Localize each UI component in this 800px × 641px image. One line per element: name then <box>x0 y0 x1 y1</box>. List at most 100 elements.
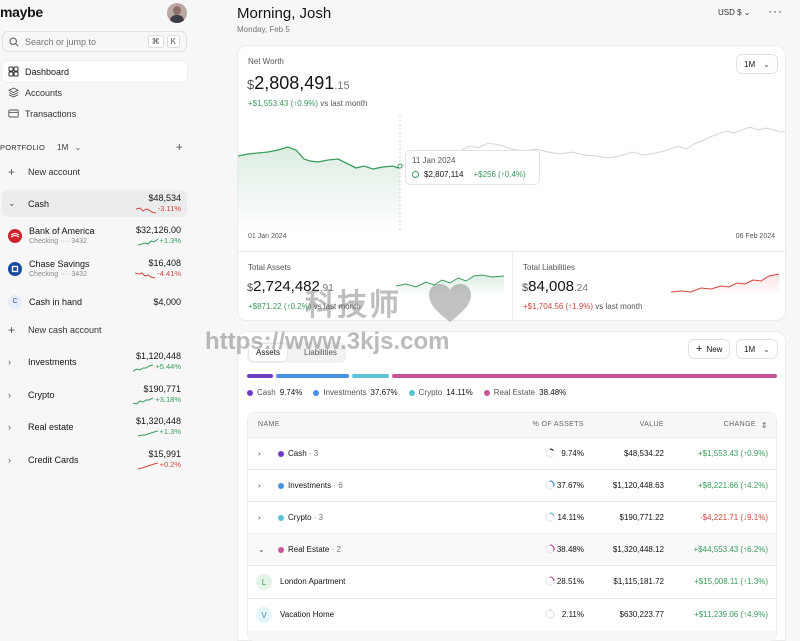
chart-start-date: 01 Jan 2024 <box>248 233 287 240</box>
sparkline <box>133 364 154 371</box>
nav-transactions-label: Transactions <box>25 108 77 119</box>
allocation-segment-cash <box>247 374 273 378</box>
chevron-right-icon[interactable]: › <box>258 481 261 490</box>
chevron-down-icon[interactable]: ⌄ <box>74 142 82 152</box>
assets-period-select[interactable]: 1M ⌄ <box>736 339 778 359</box>
account-row-cash-in-hand[interactable]: C Cash in hand $4,000 <box>2 288 187 315</box>
asset-tabs: Assets Liabilities <box>247 342 346 363</box>
app-logo[interactable]: maybe <box>0 4 43 20</box>
group-change: +5.44% <box>155 362 181 372</box>
allocation-legend: Cash 9.74% Investments 37.67% Crypto 14.11%… <box>247 388 566 397</box>
bank-of-america-logo-icon <box>8 228 22 243</box>
more-options-icon[interactable]: ··· <box>768 4 783 18</box>
nav-dashboard[interactable]: Dashboard <box>2 61 187 82</box>
sidebar-group-credit-cards[interactable]: › Credit Cards $15,991 +0.2% <box>2 446 187 473</box>
chevron-down-icon[interactable]: ⌄ <box>258 545 265 554</box>
sparkline <box>137 238 158 245</box>
nav-accounts[interactable]: Accounts <box>2 82 187 103</box>
percentage-ring-icon <box>545 609 555 619</box>
group-name: Real estate <box>28 421 74 432</box>
account-name: Chase Savings <box>29 259 90 269</box>
shortcut-key-cmd: ⌘ <box>147 35 164 48</box>
sidebar-group-investments[interactable]: › Investments $1,120,448 +5.44% <box>2 348 187 375</box>
sidebar-group-cash[interactable]: ⌄ Cash $48,534 -3.11% <box>2 190 187 217</box>
shortcut-key-k: K <box>166 35 180 48</box>
percentage-ring-icon <box>545 480 555 490</box>
group-amount: $1,320,448 +1.3% <box>136 416 181 436</box>
legend-item-crypto: Crypto 14.11% <box>408 388 473 397</box>
search-icon <box>9 36 19 47</box>
nav-dashboard-label: Dashboard <box>25 66 70 77</box>
new-account-button[interactable]: + New account <box>2 162 187 182</box>
chevron-right-icon: › <box>8 454 11 465</box>
total-assets-value: $2,724,482.91 <box>247 278 334 295</box>
sidebar: maybe ⌘ K Dashboard Accounts Transaction… <box>0 0 196 641</box>
tab-liabilities[interactable]: Liabilities <box>304 348 337 357</box>
net-worth-value: $2,808,491.15 <box>247 73 350 93</box>
allocation-segment-real-estate <box>392 374 777 378</box>
percentage-ring-icon <box>545 544 555 554</box>
group-change: +3.18% <box>155 395 181 405</box>
portfolio-label: PORTFOLIO <box>0 142 46 152</box>
col-change[interactable]: CHANGE <box>723 421 756 428</box>
tooltip-date: 11 Jan 2024 <box>412 156 456 165</box>
tab-assets[interactable]: Assets <box>249 344 288 361</box>
new-cash-account-label: New cash account <box>28 325 102 335</box>
portfolio-period-select[interactable]: 1M <box>57 142 69 152</box>
account-subtitle: Checking ···· 3432 <box>29 238 87 245</box>
group-name: Crypto <box>28 389 55 400</box>
account-value: $4,000 <box>153 296 181 307</box>
col-value[interactable]: VALUE <box>639 421 664 428</box>
table-subrow[interactable]: V Vacation Home 2.11% $630,223.77 +$11,2… <box>248 598 776 631</box>
group-name: Credit Cards <box>28 454 79 465</box>
group-amount: $1,120,448 +5.44% <box>133 351 181 371</box>
plus-icon: + <box>8 323 16 337</box>
sidebar-group-real-estate[interactable]: › Real estate $1,320,448 +1.3% <box>2 413 187 440</box>
percentage-ring-icon <box>545 448 555 458</box>
net-worth-card: Net Worth $2,808,491.15 +$1,553.43 (↑0.9… <box>237 45 786 321</box>
currency-selector[interactable]: USD $ ⌄ <box>718 8 751 17</box>
tooltip-value: $2,807,114 <box>424 170 464 179</box>
sparkline <box>133 397 154 405</box>
add-icon[interactable]: + <box>175 140 183 154</box>
percentage-ring-icon <box>545 576 555 586</box>
london-apartment-avatar: L <box>256 574 272 590</box>
group-value: $1,320,448 <box>135 416 181 427</box>
chevron-right-icon[interactable]: › <box>258 449 261 458</box>
account-row-bank-of-america[interactable]: Bank of America Checking ···· 3432 $32,12… <box>2 222 187 249</box>
search-input[interactable] <box>25 36 145 47</box>
account-value: $16,408 <box>148 258 181 269</box>
chevron-right-icon: › <box>8 356 11 367</box>
nav-transactions[interactable]: Transactions <box>2 103 187 124</box>
new-account-label: New account <box>28 167 81 177</box>
chevron-down-icon: ⌄ <box>8 198 16 208</box>
total-assets-change: +$871.22 (↑0.2%) vs last month <box>248 302 361 311</box>
chevron-right-icon[interactable]: › <box>258 513 261 522</box>
table-row[interactable]: › Investments · 6 37.67% $1,120,448.63 +… <box>248 469 776 501</box>
col-name[interactable]: NAME <box>258 421 280 428</box>
allocation-bar <box>247 374 777 378</box>
sidebar-group-crypto[interactable]: › Crypto $190,771 +3.18% <box>2 381 187 408</box>
table-row[interactable]: › Crypto · 3 14.11% $190,771.22 -$4,221.… <box>248 501 776 533</box>
plus-icon: + <box>696 343 703 355</box>
legend-item-investments: Investments 37.67% <box>313 388 398 397</box>
net-worth-label: Net Worth <box>248 57 284 66</box>
table-row[interactable]: ⌄ Real Estate · 2 38.48% $1,320,448.12 +… <box>248 533 776 565</box>
search-bar[interactable]: ⌘ K <box>2 31 187 52</box>
user-avatar[interactable] <box>167 3 187 23</box>
net-worth-period-select[interactable]: 1M ⌄ <box>736 54 778 74</box>
new-asset-button[interactable]: + New <box>688 339 731 359</box>
net-worth-chart[interactable] <box>238 116 786 231</box>
page-title: Morning, Josh <box>237 5 332 22</box>
table-row[interactable]: › Cash · 3 9.74% $48,534.22 +$1,553.43 (… <box>248 437 776 469</box>
table-subrow[interactable]: L London Apartment 28.51% $1,115,181.72 … <box>248 565 776 598</box>
new-cash-account-button[interactable]: + New cash account <box>2 320 187 340</box>
percentage-ring-icon <box>545 512 555 522</box>
total-liabilities-card: Total Liabilities $84,008.24 +$1,704.56 … <box>512 252 785 320</box>
assets-card: Assets Liabilities + New 1M ⌄ Cash 9.74% In… <box>237 331 786 641</box>
account-row-chase-savings[interactable]: Chase Savings Checking ···· 3432 $16,408 … <box>2 255 187 282</box>
sort-icon[interactable]: ⇕ <box>760 421 768 430</box>
net-worth-change: +$1,553.43 (↑0.9%) vs last month <box>248 99 368 108</box>
account-name: Bank of America <box>29 226 95 236</box>
col-pct[interactable]: % OF ASSETS <box>532 421 584 428</box>
